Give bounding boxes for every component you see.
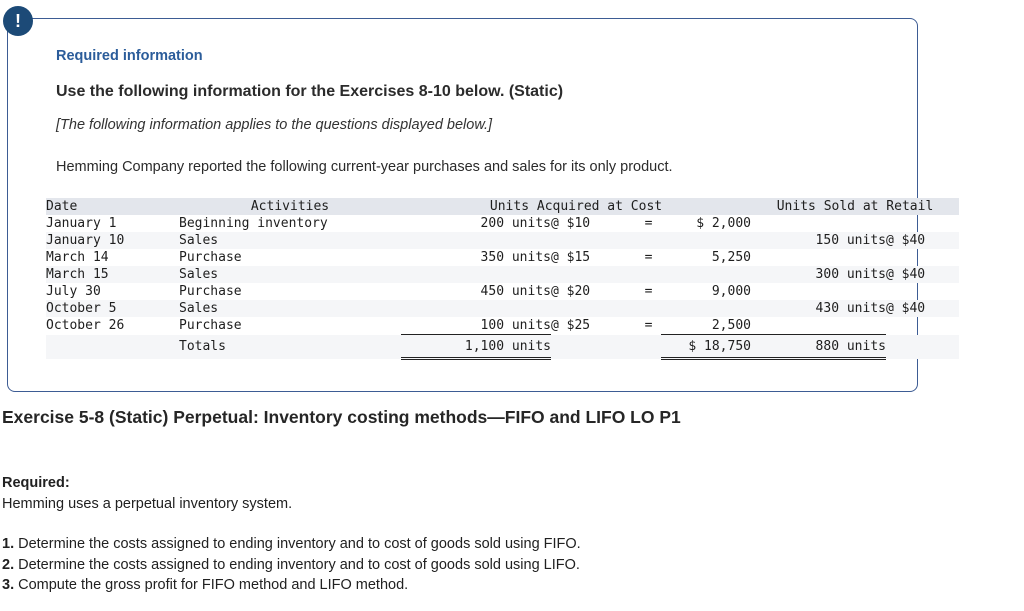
cell-unit-cost — [551, 300, 636, 317]
header-date: Date — [46, 198, 179, 215]
cell-date: January 10 — [46, 232, 179, 249]
cell-retail-price — [886, 215, 959, 232]
totals-row: Totals 1,100 units $ 18,750 880 units — [46, 334, 960, 360]
cell-amount — [661, 266, 751, 283]
cell-units: 350 units — [480, 250, 551, 265]
cell-unit-cost — [551, 232, 636, 249]
exercise-context-title: Use the following information for the Ex… — [56, 83, 564, 100]
table-header-row: Date Activities Units Acquired at Cost U… — [46, 198, 960, 215]
cell-equals: = — [644, 284, 653, 299]
cell-sold-units — [751, 317, 886, 335]
required-section: Required: Hemming uses a perpetual inven… — [2, 473, 292, 515]
cell-units: 100 units — [401, 317, 551, 335]
cell-amount: 5,250 — [711, 250, 751, 265]
cell-activity: Purchase — [179, 284, 242, 299]
table-row: July 30 Purchase 450 units @ $20 = 9,000 — [46, 283, 959, 300]
cell-retail-price — [886, 283, 959, 300]
cell-date: July 30 — [46, 284, 101, 299]
inventory-activity-table: Date Activities Units Acquired at Cost U… — [46, 198, 960, 360]
cell-amount: 9,000 — [711, 284, 751, 299]
cell-activity: Sales — [179, 232, 401, 249]
cell-equals — [636, 266, 661, 283]
cell-unit-cost: @ $10 — [551, 216, 591, 231]
table-row: October 26 Purchase 100 units @ $25 = 2,… — [46, 317, 959, 335]
table-row: March 14 Purchase 350 units @ $15 = 5,25… — [46, 249, 959, 266]
cell-date: October 5 — [46, 300, 179, 317]
cell-unit-cost: @ $15 — [551, 250, 591, 265]
table-row: October 5 Sales 430 units @ $40 — [46, 300, 960, 317]
list-item: 2. Determine the costs assigned to endin… — [2, 556, 580, 573]
list-item: 3. Compute the gross profit for FIFO met… — [2, 577, 409, 593]
cell-activity: Purchase — [179, 250, 242, 265]
required-information-label: Required information — [56, 48, 203, 64]
cell-unit-cost — [551, 266, 636, 283]
cell-retail-price: @ $40 — [886, 266, 960, 283]
cell-units — [401, 266, 551, 283]
context-note: [The following information applies to th… — [56, 117, 493, 133]
cell-date: January 1 — [46, 216, 117, 231]
cell-date: March 14 — [46, 250, 109, 265]
cell-amount: $ 2,000 — [696, 216, 751, 231]
cell-date: October 26 — [46, 318, 125, 334]
header-units-sold: Units Sold at Retail — [751, 198, 960, 215]
cell-equals: = — [644, 216, 653, 231]
cell-sold-units — [751, 249, 886, 266]
exercise-heading: Exercise 5-8 (Static) Perpetual: Invento… — [2, 407, 681, 427]
cell-unit-cost: @ $25 — [551, 318, 591, 334]
cell-date — [46, 334, 179, 359]
table-row: March 15 Sales 300 units @ $40 — [46, 266, 960, 283]
totals-amount: $ 18,750 — [661, 334, 751, 360]
cell-activity: Sales — [179, 300, 401, 317]
cell-amount — [661, 300, 751, 317]
cell-retail-price — [886, 249, 959, 266]
cell-equals — [636, 232, 661, 249]
cell-units — [401, 300, 551, 317]
totals-units: 1,100 units — [401, 334, 551, 360]
header-units-acquired: Units Acquired at Cost — [401, 198, 751, 215]
cell-equals: = — [644, 250, 653, 265]
required-text: Hemming uses a perpetual inventory syste… — [2, 496, 293, 512]
required-info-panel: ! Required information Use the following… — [3, 6, 960, 392]
cell-sold-units — [751, 215, 886, 232]
totals-label: Totals — [179, 334, 401, 359]
cell-units — [401, 232, 551, 249]
cell-activity: Purchase — [179, 318, 242, 334]
cell-sold-units: 300 units — [751, 266, 886, 283]
table-row: January 1 Beginning inventory 200 units … — [46, 215, 959, 232]
alert-exclamation-icon: ! — [3, 6, 33, 36]
cell-units: 450 units — [480, 284, 551, 299]
cell-sold-units: 430 units — [751, 300, 886, 317]
cell-equals: = — [644, 318, 653, 334]
cell-retail-price: @ $40 — [886, 300, 960, 317]
cell-equals — [636, 300, 661, 317]
header-activities: Activities — [179, 198, 401, 215]
requirements-list: 1. Determine the costs assigned to endin… — [2, 534, 581, 596]
cell-units: 200 units — [480, 216, 551, 231]
totals-sold-units: 880 units — [751, 334, 886, 360]
cell-amount — [661, 232, 751, 249]
panel-content: Required information Use the following i… — [8, 19, 960, 360]
required-label: Required: — [2, 475, 70, 491]
cell-sold-units — [751, 283, 886, 300]
cell-activity: Beginning inventory — [179, 216, 328, 231]
list-item: 1. Determine the costs assigned to endin… — [2, 536, 581, 552]
table-row: January 10 Sales 150 units @ $40 — [46, 232, 960, 249]
cell-retail-price: @ $40 — [886, 232, 960, 249]
cell-date: March 15 — [46, 266, 179, 283]
cell-sold-units: 150 units — [751, 232, 886, 249]
cell-amount: 2,500 — [661, 317, 751, 335]
cell-activity: Sales — [179, 266, 401, 283]
intro-text: Hemming Company reported the following c… — [56, 159, 673, 175]
cell-unit-cost: @ $20 — [551, 284, 591, 299]
cell-retail-price — [886, 317, 959, 335]
